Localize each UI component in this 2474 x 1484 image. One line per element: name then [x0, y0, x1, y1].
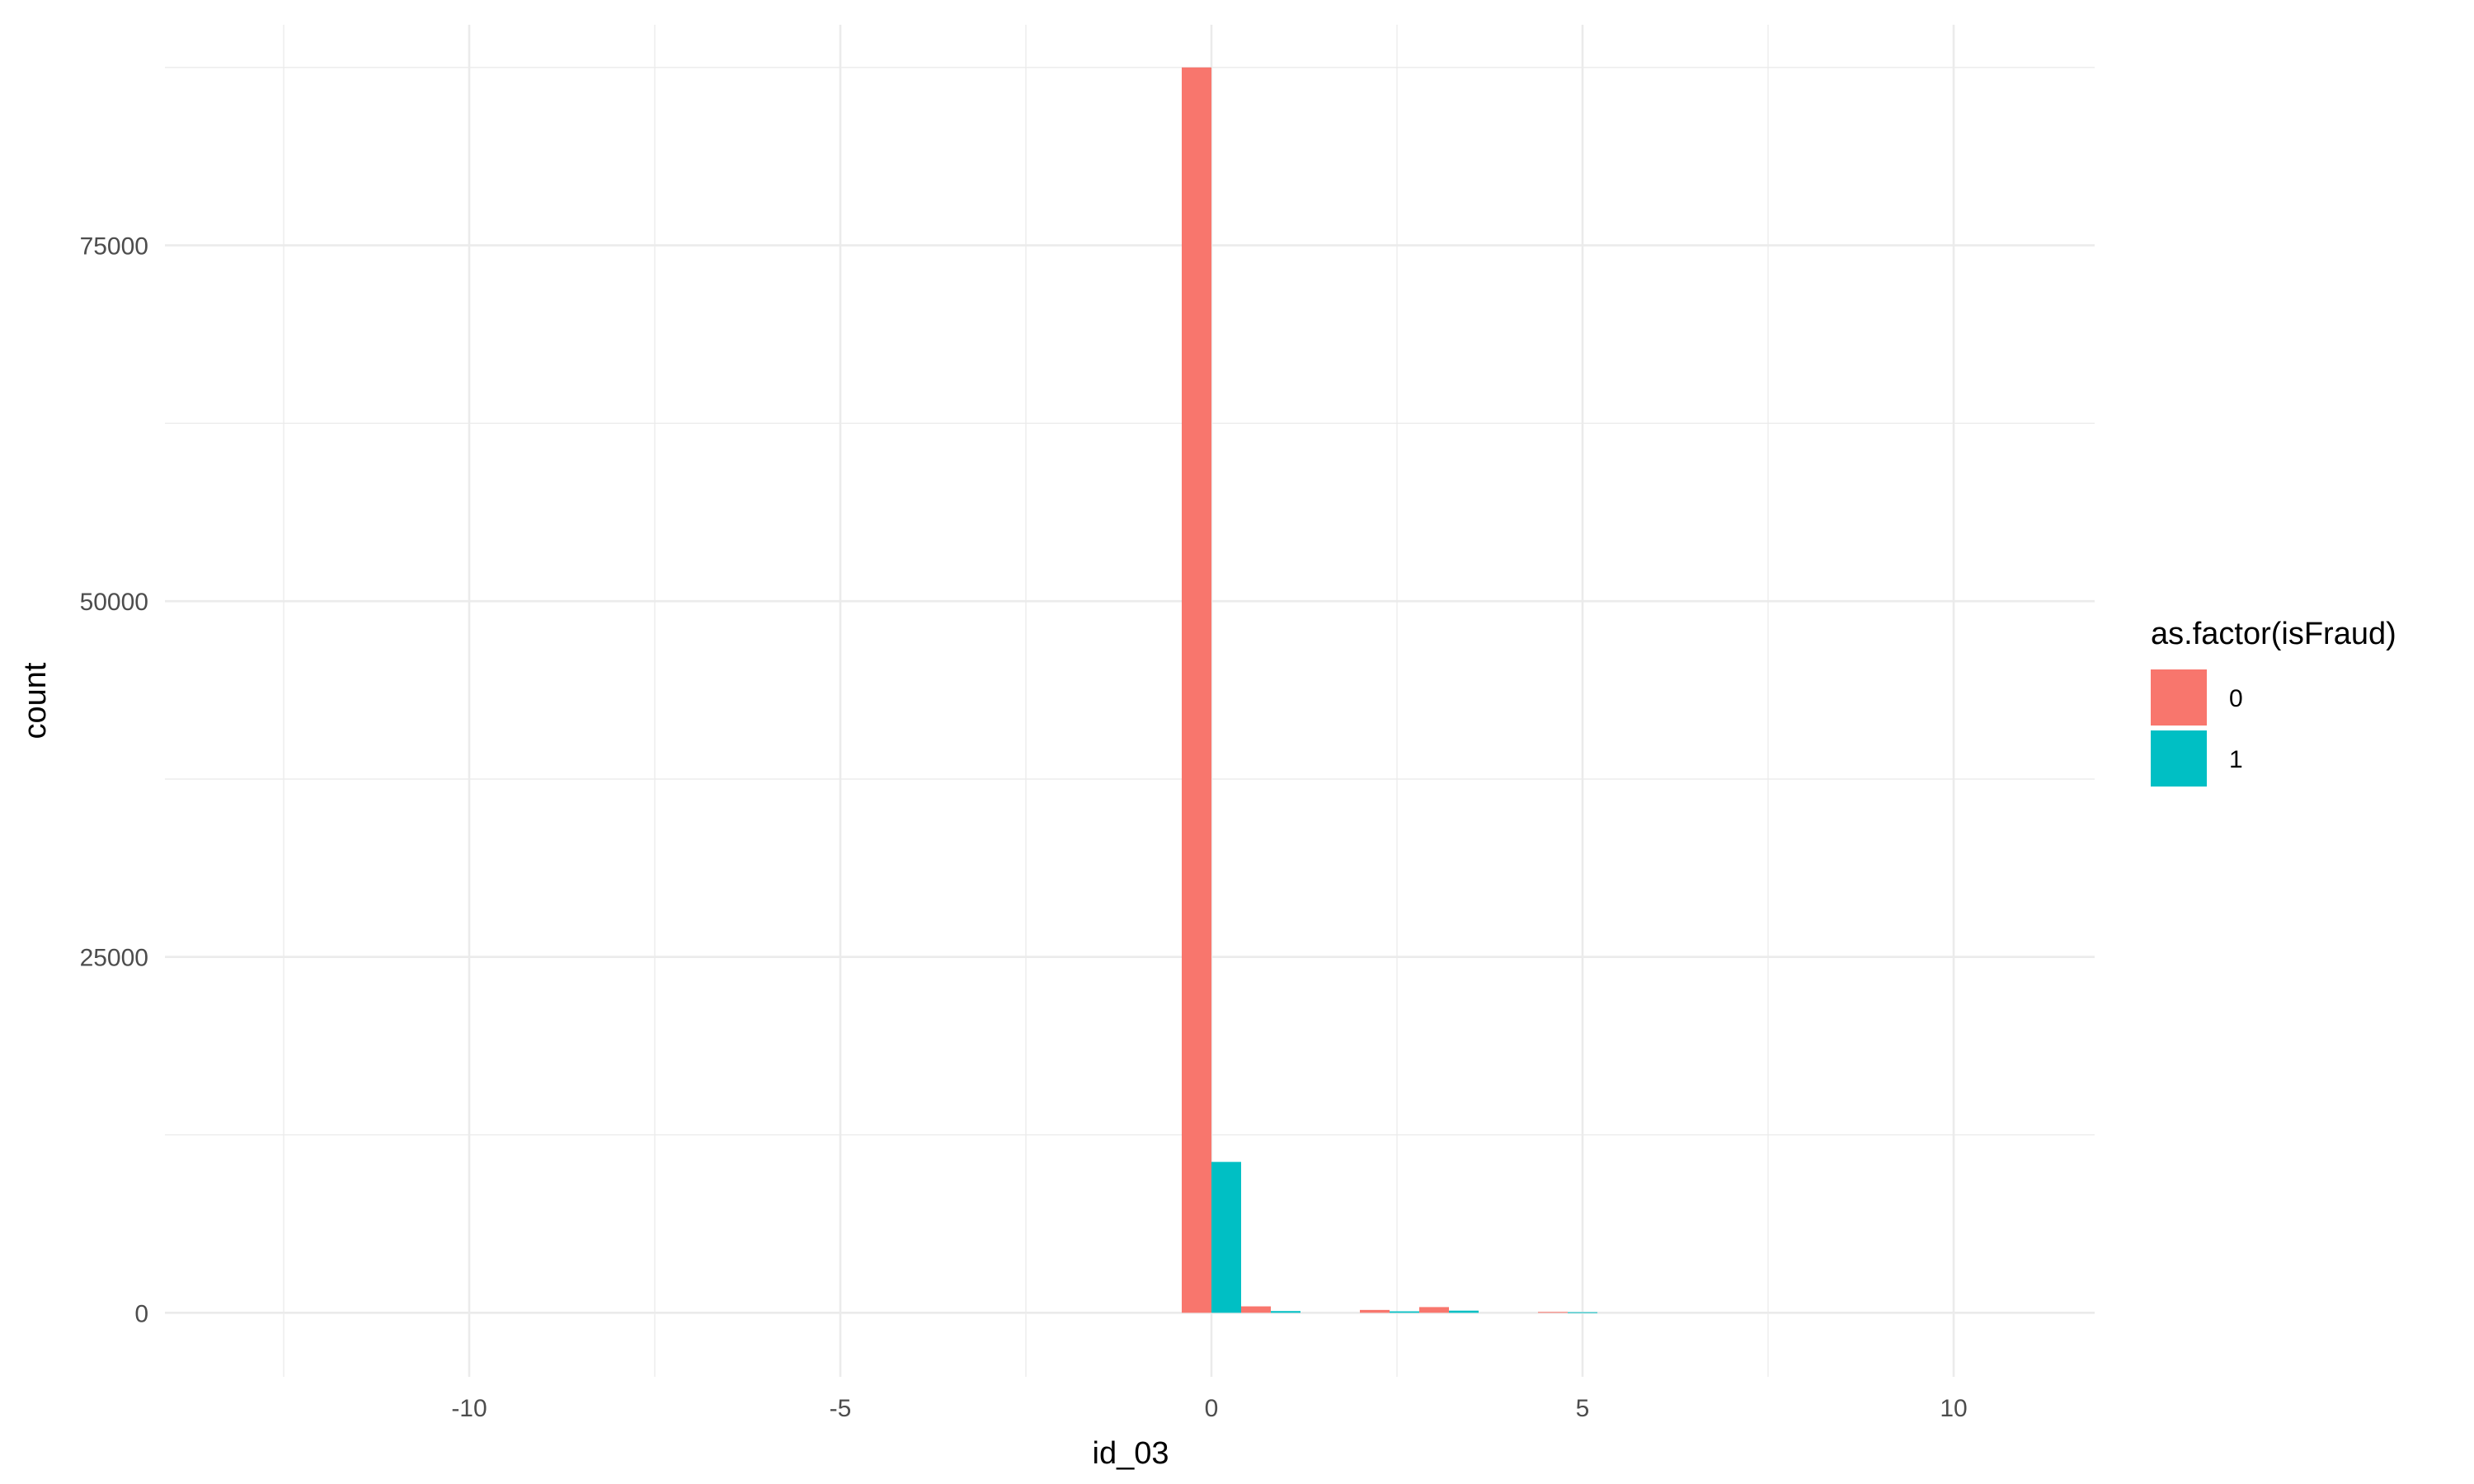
bar-series-0	[1182, 67, 1211, 1313]
bar-series-1	[1211, 1162, 1241, 1313]
legend: as.factor(isFraud) 01	[2151, 617, 2396, 787]
y-tick-label: 0	[134, 1300, 148, 1327]
legend-key-1	[2151, 730, 2207, 787]
legend-items: 01	[2151, 669, 2243, 787]
legend-title: as.factor(isFraud)	[2151, 617, 2396, 651]
bar-series-0	[1241, 1306, 1271, 1313]
bar-series-1	[1271, 1311, 1300, 1313]
y-tick-label: 75000	[80, 233, 148, 261]
bars	[1182, 67, 1597, 1313]
x-tick-label: 0	[1205, 1395, 1219, 1422]
x-axis-ticks: -10 -5 0 5 10	[451, 1395, 1967, 1422]
y-tick-label: 50000	[80, 589, 148, 616]
y-axis-ticks: 0 25000 50000 75000	[80, 233, 148, 1328]
x-tick-label: 10	[1940, 1395, 1967, 1422]
x-tick-label: -5	[830, 1395, 852, 1422]
bar-series-0	[1360, 1309, 1390, 1313]
x-tick-label: 5	[1576, 1395, 1590, 1422]
x-tick-label: -10	[451, 1395, 487, 1422]
legend-label-1: 1	[2229, 746, 2243, 773]
grid-lines	[165, 25, 2095, 1377]
bar-series-1	[1449, 1310, 1479, 1313]
bar-series-0	[1538, 1312, 1568, 1313]
bar-series-1	[1390, 1311, 1419, 1313]
legend-label-0: 0	[2229, 685, 2243, 712]
x-axis-title: id_03	[1093, 1436, 1169, 1471]
y-tick-label: 25000	[80, 945, 148, 972]
bar-series-0	[1419, 1307, 1449, 1313]
legend-key-0	[2151, 669, 2207, 726]
y-axis-title: count	[18, 662, 53, 739]
